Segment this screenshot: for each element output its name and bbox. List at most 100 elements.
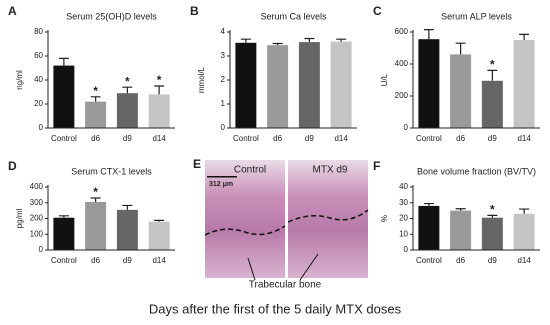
x-tick-label: d9: [488, 256, 497, 265]
x-tick-label: Control: [416, 256, 442, 265]
bar: [481, 217, 503, 250]
error-bar: [58, 57, 69, 66]
y-tick-label: 600: [395, 27, 409, 36]
histology-control: [205, 160, 285, 278]
x-tick-label: d9: [123, 134, 132, 143]
x-tick-label: d14: [517, 134, 531, 143]
significance-marker: *: [125, 74, 130, 88]
histology-mtx: [288, 160, 368, 278]
x-tick-label: d14: [517, 256, 531, 265]
error-bar: [455, 42, 466, 55]
chart-title: Serum CTX-1 levels: [71, 166, 152, 176]
error-bar: [122, 86, 133, 94]
x-tick-label: d9: [488, 134, 497, 143]
panel-letter: B: [190, 4, 199, 18]
x-tick-label: d14: [334, 134, 348, 143]
error-bar: [240, 38, 251, 43]
y-axis-label: U/L: [380, 73, 389, 86]
error-bar: [304, 37, 315, 43]
error-bar: [336, 38, 347, 42]
bar: [116, 93, 138, 128]
significance-marker: *: [490, 58, 495, 72]
y-tick-label: 400: [30, 182, 44, 191]
significance-marker: *: [93, 84, 98, 98]
bar: [53, 217, 75, 250]
y-tick-label: 10: [399, 229, 408, 238]
annotation: Trabecular bone: [249, 280, 322, 291]
bar: [53, 65, 75, 128]
error-bar: [90, 96, 101, 102]
error-bar: [423, 29, 434, 40]
error-bar: [154, 85, 165, 95]
bar: [513, 213, 535, 250]
image-label: Control: [234, 165, 266, 176]
axis: [412, 185, 540, 251]
y-tick-label: 200: [30, 214, 44, 223]
axis: [47, 185, 175, 251]
y-tick-label: 60: [34, 51, 43, 60]
error-bar: [455, 208, 466, 211]
x-tick-label: Control: [416, 134, 442, 143]
chart-title: Bone volume fraction (BV/TV): [417, 166, 536, 176]
y-tick-label: 80: [34, 27, 43, 36]
panel-letter: A: [8, 4, 17, 18]
significance-marker: *: [93, 185, 98, 199]
x-tick-label: d6: [273, 134, 282, 143]
x-tick-label: d9: [123, 256, 132, 265]
error-bar: [272, 42, 283, 46]
error-bar: [487, 214, 498, 218]
panel-letter: C: [373, 4, 382, 18]
x-tick-label: d14: [152, 256, 166, 265]
axis: [412, 30, 540, 129]
error-bar: [122, 204, 133, 210]
x-tick-label: d6: [456, 256, 465, 265]
panel-letter: F: [373, 159, 380, 173]
axis: [229, 30, 357, 129]
bar: [148, 94, 170, 128]
bar: [85, 201, 107, 250]
chart-title: Serum ALP levels: [441, 11, 512, 21]
y-tick-label: 300: [30, 198, 44, 207]
growth-plate-line: [287, 209, 369, 223]
x-tick-label: Control: [51, 256, 77, 265]
error-bar: [90, 197, 101, 202]
panel-letter: E: [193, 157, 201, 171]
caption: Days after the first of the 5 daily MTX …: [149, 301, 402, 316]
y-tick-label: 3: [221, 51, 226, 60]
y-tick-label: 200: [395, 91, 409, 100]
error-bar: [487, 69, 498, 81]
y-tick-label: 40: [34, 75, 43, 84]
y-tick-label: 0: [221, 123, 226, 132]
bar: [481, 80, 503, 128]
y-axis-label: ng/ml: [15, 70, 24, 90]
y-tick-label: 20: [399, 214, 408, 223]
x-tick-label: Control: [51, 134, 77, 143]
panel-letter: D: [8, 159, 17, 173]
y-tick-label: 0: [404, 245, 409, 254]
y-tick-label: 0: [39, 245, 44, 254]
scale-label: 312 μm: [209, 181, 233, 188]
y-tick-label: 0: [404, 123, 409, 132]
scale-bar: [207, 176, 237, 178]
bar: [116, 209, 138, 250]
x-tick-label: Control: [233, 134, 259, 143]
bar: [450, 210, 472, 250]
bar: [418, 205, 440, 250]
bar: [330, 41, 352, 128]
y-tick-label: 1: [221, 99, 226, 108]
y-axis-label: pg/ml: [15, 208, 24, 228]
y-axis-label: %: [380, 215, 389, 222]
error-bar: [519, 33, 530, 40]
bar: [148, 221, 170, 250]
x-tick-label: d9: [305, 134, 314, 143]
bar: [418, 39, 440, 129]
y-tick-label: 2: [221, 75, 226, 84]
x-tick-label: d14: [152, 134, 166, 143]
growth-plate-line: [204, 225, 286, 236]
error-bar: [154, 219, 165, 222]
y-tick-label: 0: [39, 123, 44, 132]
bar: [450, 54, 472, 128]
error-bar: [423, 202, 434, 206]
significance-marker: *: [157, 73, 162, 87]
